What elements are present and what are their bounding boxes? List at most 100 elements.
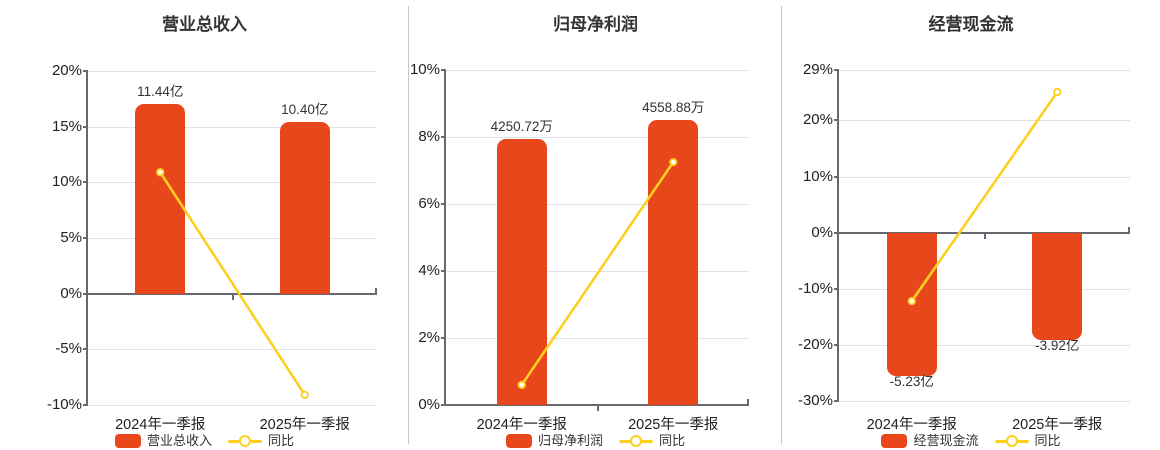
yoy-trend-line	[517, 157, 678, 390]
y-tick-label: 8%	[418, 128, 440, 145]
line-point-marker[interactable]	[1053, 88, 1062, 97]
line-point-marker[interactable]	[517, 380, 526, 390]
y-tick-label: -10%	[46, 396, 82, 413]
legend-item-line[interactable]: 同比	[994, 433, 1061, 448]
gridline	[88, 405, 377, 406]
x-axis-zero-line	[88, 292, 377, 295]
legend-label: 同比	[659, 433, 686, 448]
x-category-label: 2024年一季报	[866, 417, 957, 433]
y-tick-mark	[441, 337, 446, 339]
bar-series-swatch-icon	[505, 434, 532, 448]
axis-tick-mark	[1128, 226, 1130, 232]
legend-item-bar[interactable]: 经营现金流	[881, 433, 979, 448]
legend-label: 同比	[1034, 433, 1061, 448]
legend: 营业总收入 同比	[0, 432, 409, 450]
y-tick-label: 10%	[409, 61, 440, 78]
gridline	[446, 204, 749, 205]
gridline	[839, 401, 1130, 402]
bar[interactable]	[648, 120, 699, 405]
x-category-label: 2024年一季报	[476, 417, 567, 433]
y-tick-mark	[83, 348, 88, 351]
x-category-label: 2025年一季报	[628, 417, 719, 433]
chart-panel-operating-cash-flow: 经营现金流 29% 20% 10% 0% -10% -20% -30% -5.23亿 -3.92…	[782, 0, 1160, 450]
plot-area: 10% 8% 6% 4% 2% 0% 4250.72万 4558.88万	[410, 61, 749, 413]
y-tick-label: -10%	[797, 279, 833, 297]
x-category-label: 2025年一季报	[1012, 417, 1103, 433]
trend-line-path	[910, 91, 1059, 302]
y-tick-label: 2%	[418, 329, 440, 346]
legend: 经营现金流 同比	[782, 432, 1160, 450]
gridline	[446, 338, 749, 339]
axis-tick-mark	[231, 294, 234, 300]
legend-item-bar[interactable]: 营业总收入	[114, 434, 212, 448]
y-tick-label: 15%	[51, 117, 82, 135]
gridline	[88, 238, 377, 239]
y-tick-mark	[441, 270, 446, 272]
y-tick-label: 0%	[811, 223, 833, 241]
bar-series-swatch-icon	[114, 434, 141, 448]
bar-series-swatch-icon	[881, 434, 908, 448]
y-tick-label: 20%	[802, 111, 833, 129]
gridline	[839, 120, 1130, 122]
legend-item-bar[interactable]: 归母净利润	[505, 434, 603, 448]
y-tick-mark	[834, 343, 839, 346]
y-tick-mark	[834, 119, 839, 122]
yoy-trend-line	[907, 88, 1062, 306]
gridline	[88, 71, 377, 72]
line-point-marker[interactable]	[669, 157, 678, 167]
line-point-marker[interactable]	[907, 296, 916, 306]
y-tick-mark	[834, 231, 839, 234]
panel-divider	[781, 6, 782, 444]
plot-area: 20% 15% 10% 5% 0% -5% -10% 11.44亿 10.40亿	[47, 62, 377, 413]
gridline	[446, 137, 749, 138]
y-tick-mark	[83, 181, 88, 184]
line-marker-ring-icon	[1005, 435, 1018, 447]
line-point-marker[interactable]	[156, 168, 165, 177]
y-tick-label: 20%	[51, 62, 82, 79]
y-tick-mark	[83, 70, 88, 72]
y-tick-label: 6%	[418, 195, 440, 212]
y-tick-mark	[83, 237, 88, 239]
y-tick-label: -20%	[797, 335, 833, 353]
gridline	[88, 349, 377, 351]
gridline	[88, 182, 377, 184]
trend-line-path	[159, 171, 306, 396]
x-axis-zero-line	[839, 231, 1130, 234]
bar[interactable]	[1032, 232, 1083, 340]
x-category-label: 2025年一季报	[259, 417, 350, 433]
gridline	[88, 126, 377, 128]
gridline	[839, 70, 1130, 71]
x-axis-zero-line	[446, 404, 749, 406]
y-tick-mark	[441, 69, 446, 71]
bar[interactable]	[279, 121, 330, 294]
y-tick-mark	[834, 400, 839, 402]
y-tick-mark	[441, 404, 446, 406]
y-tick-mark	[834, 175, 839, 178]
y-axis-line	[444, 70, 446, 405]
gridline	[446, 70, 749, 71]
legend-label: 经营现金流	[913, 433, 979, 448]
y-tick-label: 0%	[60, 284, 82, 302]
axis-tick-mark	[747, 399, 749, 404]
legend-item-line[interactable]: 同比	[228, 434, 294, 448]
chart-panel-net-profit: 归母净利润 10% 8% 6% 4% 2% 0% 4250.72万 4558.88万 归母净利…	[409, 0, 782, 450]
chart-title: 归母净利润	[553, 15, 638, 34]
axis-tick-mark	[375, 287, 377, 293]
line-point-marker[interactable]	[300, 390, 309, 400]
legend-item-line[interactable]: 同比	[619, 434, 685, 448]
chart-panel-operating-revenue: 营业总收入 20% 15% 10% 5% 0% -5% -10% 11.44亿 10.40亿 营…	[0, 0, 409, 450]
legend-label: 同比	[268, 433, 295, 448]
bar-value-label: 4250.72万	[490, 119, 553, 135]
y-axis-line	[86, 71, 88, 405]
trend-line-path	[520, 161, 675, 386]
y-tick-label: 29%	[802, 61, 833, 78]
y-tick-label: 5%	[60, 229, 82, 246]
bar-value-label: 4558.88万	[642, 100, 705, 116]
y-tick-mark	[441, 136, 446, 138]
line-marker-ring-icon	[630, 435, 642, 447]
yoy-trend-line	[156, 168, 309, 400]
bar-value-label: 10.40亿	[281, 101, 329, 117]
line-marker-ring-icon	[239, 435, 251, 447]
line-series-marker-icon	[619, 434, 653, 448]
